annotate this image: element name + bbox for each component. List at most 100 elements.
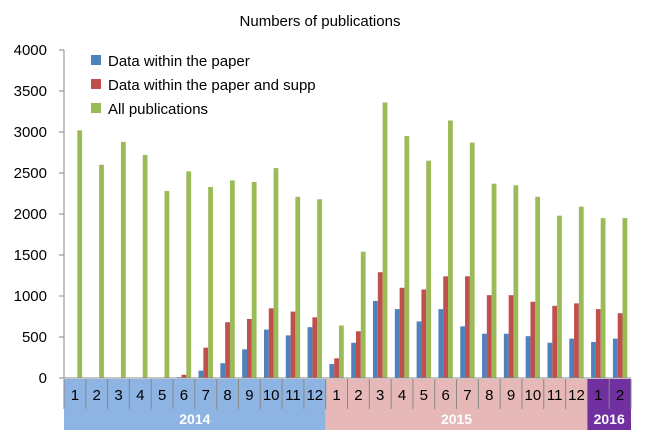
x-tick-label: 12 bbox=[306, 387, 323, 404]
legend-swatch bbox=[91, 79, 101, 89]
year-label: 2015 bbox=[441, 411, 472, 427]
x-tick-label: 2 bbox=[354, 387, 362, 404]
bar-3 bbox=[186, 171, 192, 378]
x-tick-label: 3 bbox=[376, 387, 384, 404]
x-tick-label: 5 bbox=[158, 387, 166, 404]
bar-2 bbox=[443, 276, 449, 378]
bar-3 bbox=[557, 215, 562, 378]
bar-1 bbox=[307, 327, 313, 378]
bar-2 bbox=[181, 374, 187, 378]
x-tick-label: 7 bbox=[463, 387, 471, 404]
bar-3 bbox=[142, 154, 148, 378]
legend-label: All publications bbox=[108, 101, 208, 118]
x-tick-label: 9 bbox=[245, 387, 253, 404]
x-tick-label: 6 bbox=[180, 387, 188, 404]
bar-2 bbox=[312, 317, 318, 378]
bars-group bbox=[77, 102, 628, 379]
bar-1 bbox=[220, 363, 226, 378]
bar-2 bbox=[465, 276, 470, 378]
x-tick-label: 2 bbox=[616, 387, 624, 404]
bar-1 bbox=[373, 300, 378, 378]
x-tick-label: 2 bbox=[93, 387, 101, 404]
bar-2 bbox=[203, 347, 209, 378]
bar-1 bbox=[482, 333, 487, 378]
y-tick-label: 1000 bbox=[14, 288, 47, 305]
bar-1 bbox=[416, 321, 422, 378]
bar-2 bbox=[574, 303, 579, 378]
bar-1 bbox=[263, 329, 269, 378]
bar-3 bbox=[622, 218, 628, 378]
y-tick-label: 4000 bbox=[14, 42, 47, 59]
bar-3 bbox=[578, 206, 584, 378]
y-tick-label: 3000 bbox=[14, 124, 47, 141]
bar-3 bbox=[295, 196, 301, 378]
x-tick-label: 1 bbox=[71, 387, 79, 404]
bar-1 bbox=[612, 338, 618, 378]
bar-3 bbox=[251, 182, 257, 378]
x-tick-label: 5 bbox=[420, 387, 428, 404]
x-tick-label: 1 bbox=[594, 387, 602, 404]
bar-1 bbox=[198, 370, 204, 378]
bar-3 bbox=[120, 141, 126, 378]
bar-3 bbox=[491, 183, 497, 378]
y-axis: 0 500 1000 1500 2000 2500 3000 3500 4000 bbox=[14, 42, 65, 387]
y-tick-label: 2000 bbox=[14, 206, 47, 223]
x-tick-label: 8 bbox=[223, 387, 231, 404]
bar-2 bbox=[377, 272, 383, 378]
y-tick-label: 0 bbox=[39, 370, 47, 387]
bar-2 bbox=[246, 318, 252, 378]
bar-2 bbox=[225, 322, 230, 378]
bar-3 bbox=[382, 102, 388, 378]
x-tick-label: 9 bbox=[507, 387, 515, 404]
bar-2 bbox=[552, 305, 558, 378]
bar-3 bbox=[404, 136, 410, 378]
bar-3 bbox=[317, 199, 322, 378]
bar-1 bbox=[329, 364, 335, 378]
legend-label: Data within the paper and supp bbox=[108, 77, 316, 94]
bar-2 bbox=[268, 308, 274, 378]
bar-3 bbox=[360, 251, 366, 378]
legend-swatch bbox=[91, 55, 101, 65]
bar-1 bbox=[242, 349, 247, 378]
x-tick-label: 4 bbox=[398, 387, 406, 404]
bar-3 bbox=[513, 185, 519, 378]
bar-2 bbox=[617, 313, 623, 378]
y-tick-label: 2500 bbox=[14, 165, 47, 182]
bar-3 bbox=[229, 180, 235, 378]
bar-3 bbox=[77, 130, 83, 378]
bar-2 bbox=[595, 309, 601, 378]
bar-1 bbox=[438, 309, 444, 378]
bar-1 bbox=[460, 326, 466, 378]
x-tick-label: 11 bbox=[285, 387, 301, 404]
bar-2 bbox=[399, 287, 405, 378]
bar-2 bbox=[530, 301, 536, 378]
bar-1 bbox=[591, 341, 596, 378]
x-tick-label: 10 bbox=[525, 387, 542, 404]
bar-2 bbox=[486, 295, 492, 378]
legend-label: Data within the paper bbox=[108, 53, 250, 70]
y-tick-label: 3500 bbox=[14, 83, 47, 100]
x-tick-label: 6 bbox=[441, 387, 449, 404]
x-tick-label: 3 bbox=[114, 387, 122, 404]
x-tick-label: 7 bbox=[202, 387, 210, 404]
bar-1 bbox=[285, 335, 291, 378]
bar-3 bbox=[469, 142, 475, 378]
bar-3 bbox=[535, 196, 541, 378]
bar-3 bbox=[338, 325, 344, 378]
year-label: 2016 bbox=[594, 411, 625, 427]
bar-3 bbox=[600, 218, 606, 378]
bar-3 bbox=[448, 120, 453, 379]
bar-3 bbox=[208, 186, 213, 378]
bar-3 bbox=[164, 191, 170, 378]
bar-1 bbox=[394, 309, 400, 378]
year-label: 2014 bbox=[179, 411, 210, 427]
y-tick-label: 1500 bbox=[14, 247, 47, 264]
bar-3 bbox=[426, 160, 432, 378]
bar-2 bbox=[356, 331, 361, 378]
x-tick-label: 11 bbox=[547, 387, 563, 404]
x-tick-label: 8 bbox=[485, 387, 493, 404]
bar-1 bbox=[351, 342, 357, 378]
x-tick-label: 10 bbox=[263, 387, 280, 404]
legend-swatch bbox=[91, 103, 101, 113]
